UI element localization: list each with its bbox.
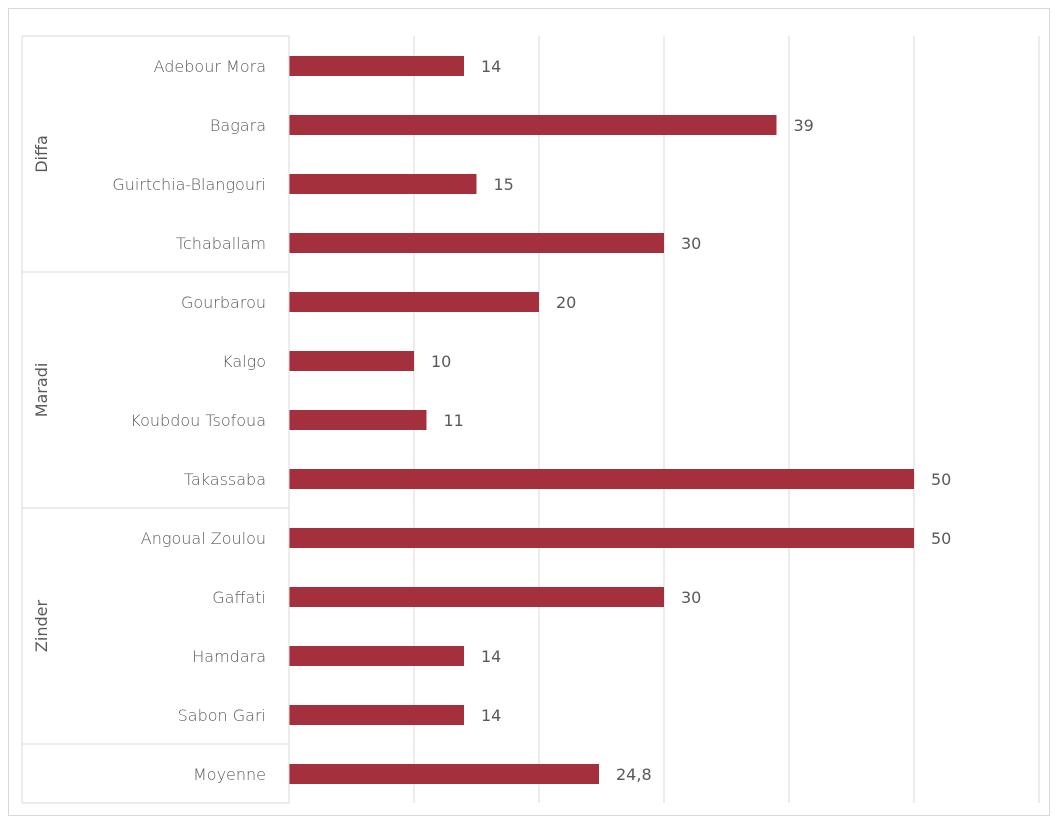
group-label-diffa: Diffa [32,135,51,173]
category-label: Gourbarou [181,293,266,312]
category-label: Kalgo [222,352,266,371]
data-label: 14 [481,647,501,666]
category-label: Moyenne [193,765,266,784]
bar [289,764,599,784]
data-label: 14 [481,706,501,725]
data-label: 30 [681,234,701,253]
category-label: Bagara [210,116,266,135]
category-label: Takassaba [184,470,266,489]
bar [289,646,464,666]
data-label: 50 [931,529,951,548]
bar [289,410,427,430]
category-label: Koubdou Tsofoua [130,411,266,430]
data-label: 24,8 [616,765,652,784]
category-label: Angoual Zoulou [141,529,266,548]
category-label: Hamdara [192,647,266,666]
bar [289,292,539,312]
group-label-maradi: Maradi [32,363,51,418]
bar [289,528,914,548]
bar [289,56,464,76]
data-label: 39 [794,116,814,135]
data-label: 20 [556,293,576,312]
category-label: Tchaballam [176,234,266,253]
group-label-zinder: Zinder [32,600,51,653]
category-label: Gaffati [212,588,266,607]
data-label: 30 [681,588,701,607]
data-label: 14 [481,57,501,76]
data-label: 50 [931,470,951,489]
bar [289,705,464,725]
bar [289,233,664,253]
bar [289,115,777,135]
category-label: Adebour Mora [154,57,266,76]
bar [289,587,664,607]
data-label: 10 [431,352,451,371]
data-label: 11 [444,411,464,430]
category-label: Guirtchia-Blangouri [112,175,266,194]
category-label: Sabon Gari [178,706,266,725]
data-label: 15 [494,175,514,194]
bar [289,469,914,489]
bar [289,351,414,371]
chart-frame [8,8,1050,816]
bar [289,174,477,194]
